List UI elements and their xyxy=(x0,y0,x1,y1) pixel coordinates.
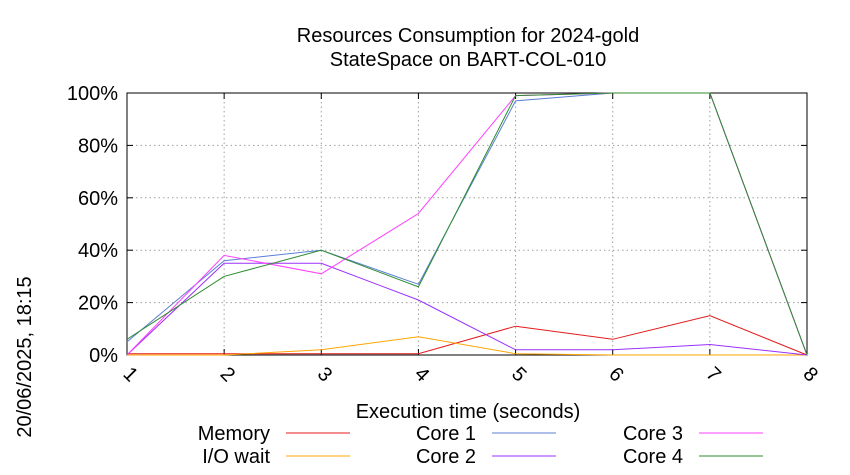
chart-title-line-2: StateSpace on BART-COL-010 xyxy=(330,49,606,71)
y-tick-label: 20% xyxy=(78,293,118,315)
x-tick-label: 8 xyxy=(799,363,822,386)
legend-label-core-2: Core 2 xyxy=(416,446,476,468)
series-line-core-1 xyxy=(126,92,808,356)
y-tick-label: 60% xyxy=(78,188,118,210)
x-tick-label: 5 xyxy=(507,363,530,386)
series-line-core-3 xyxy=(126,92,808,356)
grid-layer xyxy=(127,93,807,355)
legend-label-memory: Memory xyxy=(198,423,270,445)
y-tick-label: 100% xyxy=(67,83,118,105)
legend-label-i-o-wait: I/O wait xyxy=(202,446,270,468)
series-layer xyxy=(126,92,808,356)
timestamp-label: 20/06/2025, 18:15 xyxy=(14,276,36,437)
x-tick-label: 6 xyxy=(604,363,627,386)
legend-label-core-1: Core 1 xyxy=(416,423,476,445)
series-line-i-o-wait xyxy=(127,336,807,356)
legend-label-core-4: Core 4 xyxy=(623,446,683,468)
plot-frame xyxy=(126,92,808,356)
series-line-core-2 xyxy=(126,262,808,356)
x-tick-label: 7 xyxy=(701,363,724,386)
series-line-memory xyxy=(127,315,808,356)
x-tick-label: 3 xyxy=(313,363,336,386)
series-line-core-4 xyxy=(126,92,808,356)
y-tick-label: 0% xyxy=(89,345,118,367)
y-tick-label: 40% xyxy=(78,240,118,262)
x-tick-label: 1 xyxy=(119,363,142,386)
x-tick-label: 2 xyxy=(216,363,239,386)
y-tick-label: 80% xyxy=(78,135,118,157)
legend-label-core-3: Core 3 xyxy=(623,423,683,445)
chart-title-line-1: Resources Consumption for 2024-gold xyxy=(297,25,639,47)
x-tick-label: 4 xyxy=(410,363,433,386)
x-axis-label: Execution time (seconds) xyxy=(356,401,581,423)
